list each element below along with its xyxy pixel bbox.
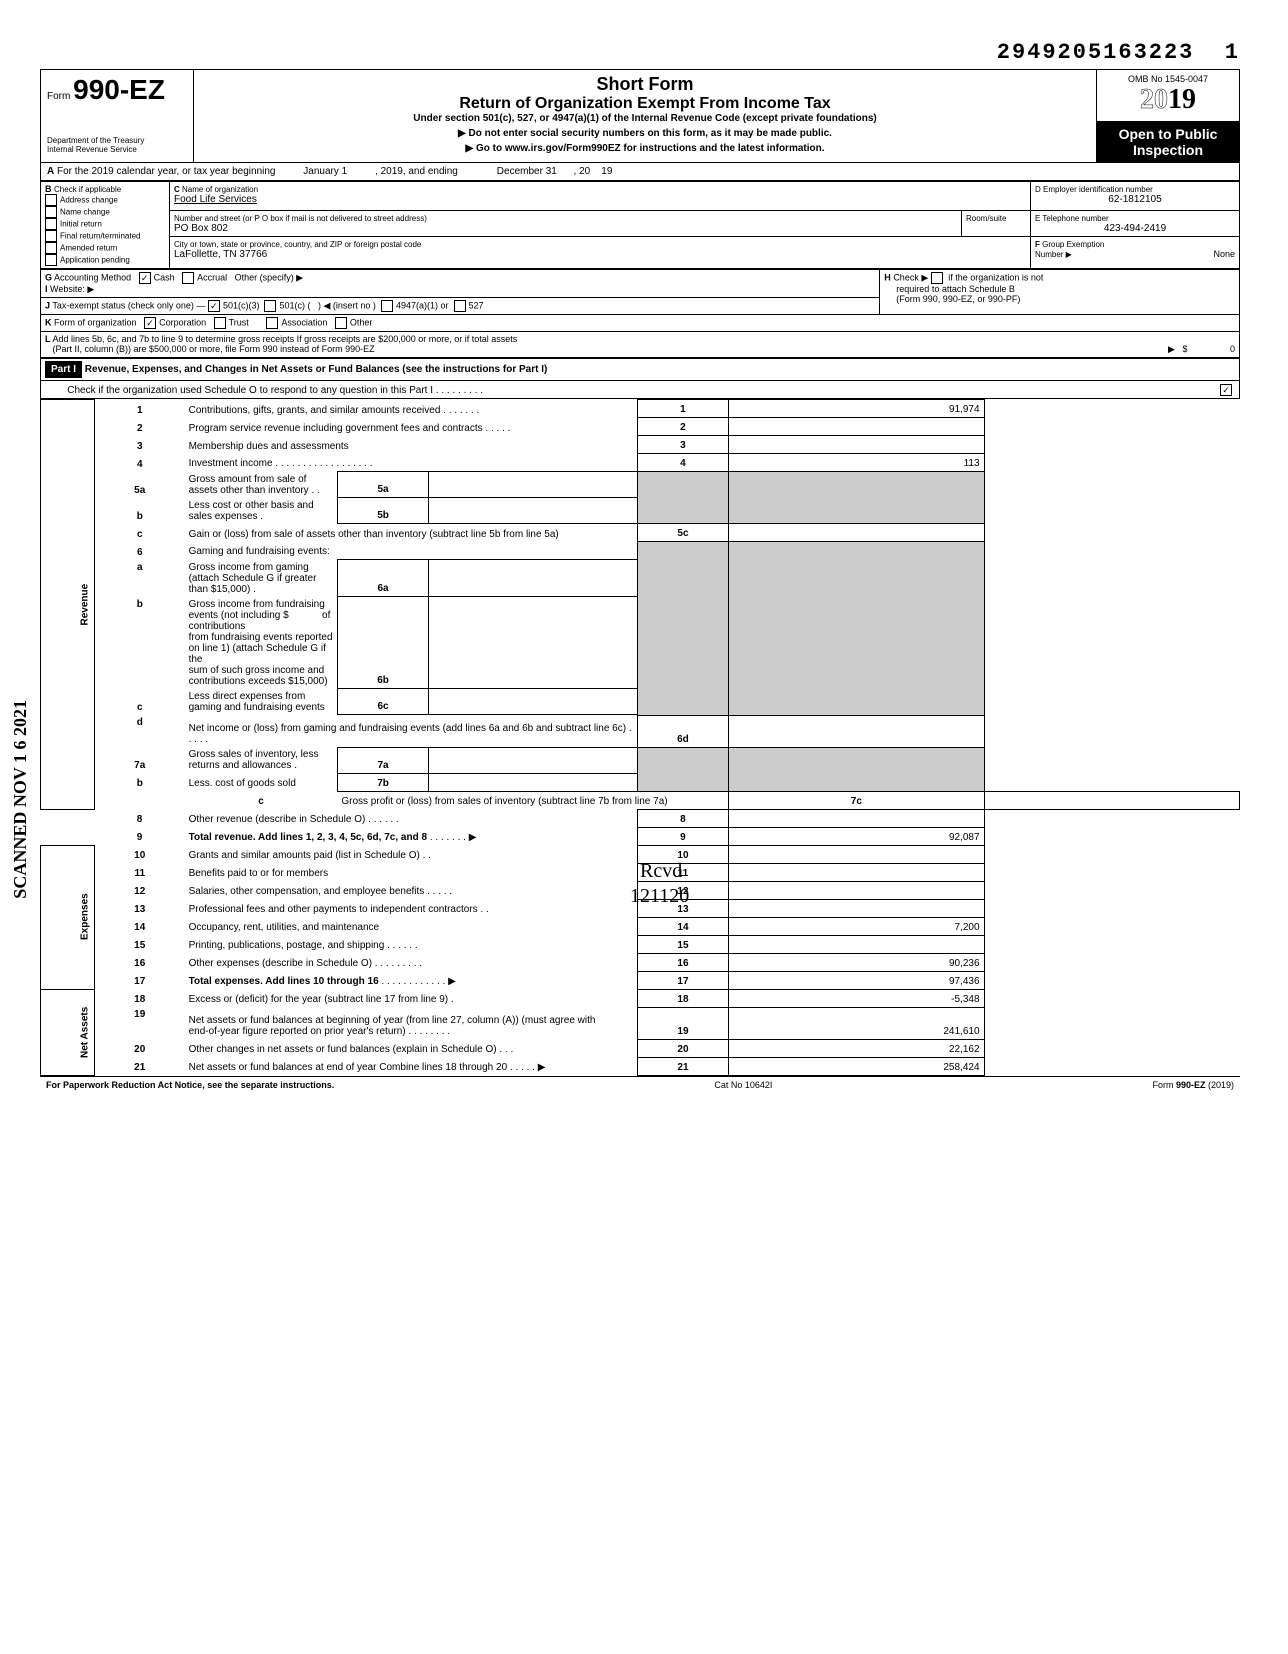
- line-a: A For the 2019 calendar year, or tax yea…: [40, 163, 1240, 181]
- omb-number: OMB No 1545-0047: [1103, 74, 1233, 84]
- line-21-amt: 258,424: [729, 1057, 984, 1075]
- open-to-public: Open to Public Inspection: [1097, 121, 1240, 162]
- subtitle: Under section 501(c), 527, or 4947(a)(1)…: [200, 113, 1090, 124]
- handwritten-rcvd: Rcvd: [640, 860, 682, 883]
- ein: 62-1812105: [1035, 194, 1235, 205]
- part-1-header: Part I: [45, 361, 82, 378]
- line-9-amt: 92,087: [729, 827, 984, 845]
- info-grid: B Check if applicable Address change Nam…: [40, 181, 1240, 269]
- check-accrual[interactable]: [182, 272, 194, 284]
- check-corp[interactable]: ✓: [144, 317, 156, 329]
- expenses-label: Expenses: [41, 845, 95, 989]
- part-1-title: Revenue, Expenses, and Changes in Net As…: [85, 364, 548, 375]
- dept-treasury: Department of the Treasury: [47, 136, 187, 145]
- org-name: Food Life Services: [174, 194, 257, 205]
- line-18-amt: -5,348: [729, 989, 984, 1007]
- check-501c[interactable]: [264, 300, 276, 312]
- check-cash[interactable]: ✓: [139, 272, 151, 284]
- check-other-org[interactable]: [335, 317, 347, 329]
- revenue-table: Revenue 1 Contributions, gifts, grants, …: [40, 399, 1240, 1076]
- check-initial[interactable]: [45, 218, 57, 230]
- check-trust[interactable]: [214, 317, 226, 329]
- check-name[interactable]: [45, 206, 57, 218]
- ghi-grid: G Accounting Method ✓Cash Accrual Other …: [40, 269, 1240, 315]
- gross-receipts: 0: [1230, 344, 1235, 354]
- line-4-amt: 113: [729, 454, 984, 472]
- phone: 423-494-2419: [1035, 223, 1235, 234]
- line-1-amt: 91,974: [729, 400, 984, 418]
- check-amended[interactable]: [45, 242, 57, 254]
- check-pending[interactable]: [45, 254, 57, 266]
- form-label: Form: [47, 91, 70, 102]
- scanned-stamp: SCANNED NOV 1 6 2021: [10, 700, 31, 899]
- net-assets-label: Net Assets: [41, 989, 95, 1075]
- dln-number: 2949205163223 1: [40, 40, 1240, 65]
- footer: For Paperwork Reduction Act Notice, see …: [40, 1076, 1240, 1093]
- address: PO Box 802: [174, 223, 228, 234]
- line-16-amt: 90,236: [729, 953, 984, 971]
- return-title: Return of Organization Exempt From Incom…: [200, 95, 1090, 113]
- check-527[interactable]: [454, 300, 466, 312]
- revenue-label: Revenue: [41, 400, 95, 810]
- ssn-note: ▶ Do not enter social security numbers o…: [200, 128, 1090, 139]
- line-20-amt: 22,162: [729, 1039, 984, 1057]
- dept-irs: Internal Revenue Service: [47, 145, 187, 154]
- group-exemption: None: [1213, 249, 1235, 259]
- tax-year: 2019: [1103, 84, 1233, 116]
- line-17-amt: 97,436: [729, 971, 984, 989]
- form-header: Form 990-EZ Department of the Treasury I…: [40, 69, 1240, 163]
- check-final[interactable]: [45, 230, 57, 242]
- line-19-amt: 241,610: [729, 1007, 984, 1039]
- check-schedule-o[interactable]: ✓: [1220, 384, 1232, 396]
- handwritten-date: 121120: [630, 885, 689, 908]
- short-form-title: Short Form: [200, 74, 1090, 95]
- website-note: ▶ Go to www.irs.gov/Form990EZ for instru…: [200, 143, 1090, 154]
- city-state-zip: LaFollette, TN 37766: [174, 249, 267, 260]
- check-4947[interactable]: [381, 300, 393, 312]
- check-501c3[interactable]: ✓: [208, 300, 220, 312]
- check-schedule-b[interactable]: [931, 272, 943, 284]
- form-number: 990-EZ: [73, 74, 165, 105]
- check-assoc[interactable]: [266, 317, 278, 329]
- check-address[interactable]: [45, 194, 57, 206]
- line-14-amt: 7,200: [729, 917, 984, 935]
